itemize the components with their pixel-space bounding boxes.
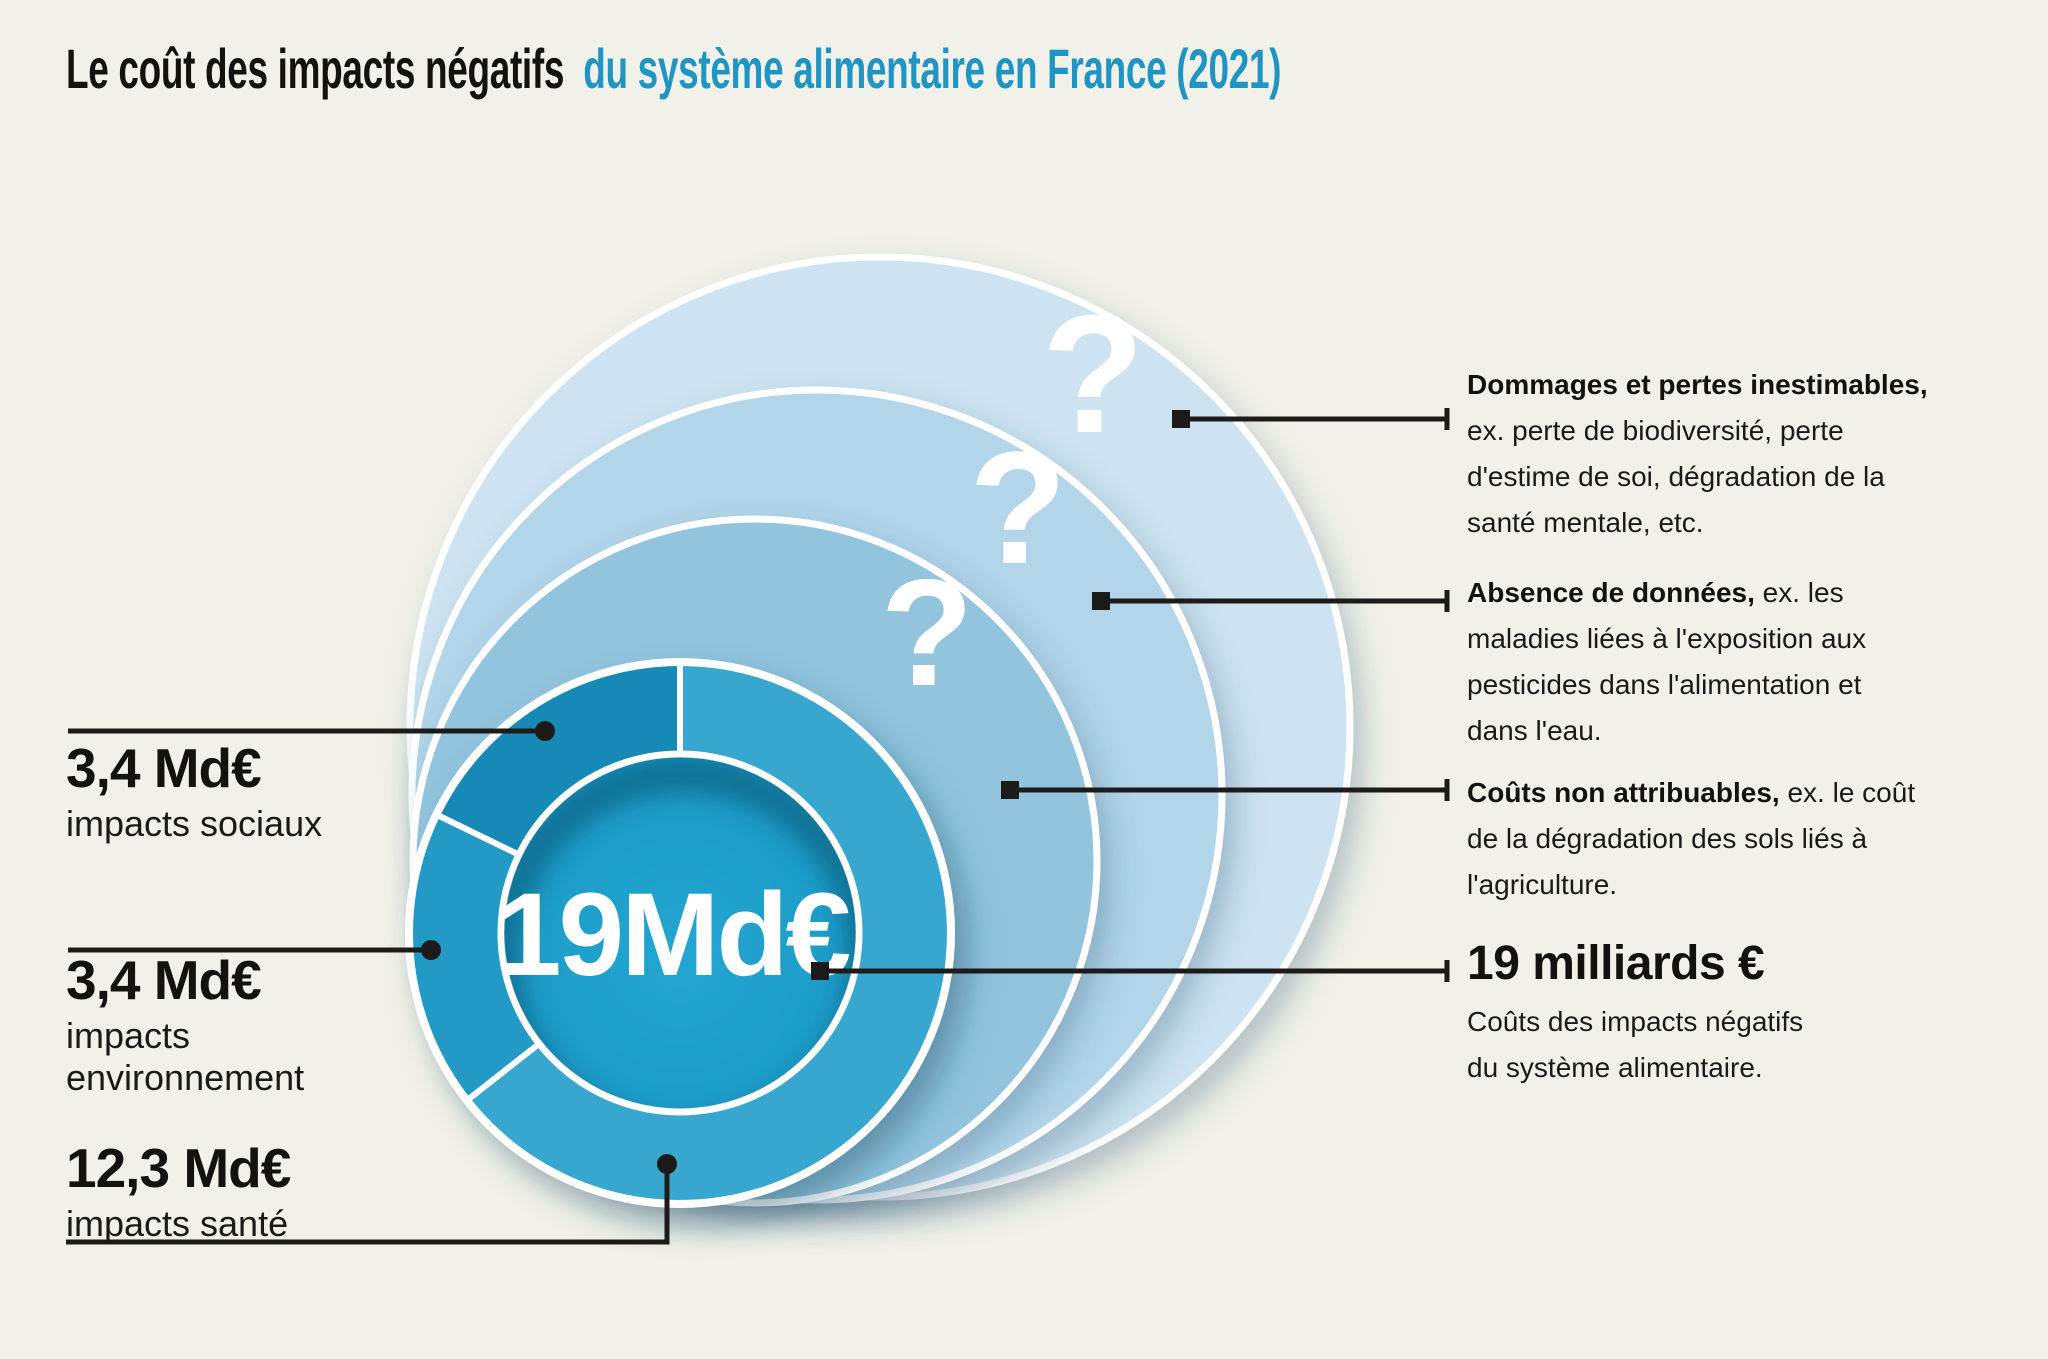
donut-center-inset-shadow (504, 757, 856, 1109)
annotation-inestimables-text: ex. perte de biodiversité, perte d'estim… (1467, 415, 1885, 538)
annotation-non-attribuables-lead: Coûts non attribuables, (1467, 777, 1780, 808)
connectors (66, 408, 1450, 1245)
annotation-absence-donnees: Absence de données, ex. les maladies lié… (1467, 570, 1967, 754)
dot-impacts-environnement (421, 940, 441, 960)
connector-impacts-sante (66, 1154, 677, 1245)
square-absence-donnees (1092, 592, 1110, 610)
connector-total (811, 960, 1450, 982)
label-impacts-sante: 12,3 Md€ impacts santé (66, 1137, 291, 1245)
connector-inestimables (1172, 408, 1450, 430)
connector-impacts-sociaux (68, 721, 555, 741)
question-mark-icon-middle: ? (969, 418, 1067, 597)
annotation-total: 19 milliards € Coûts des impacts négatif… (1467, 937, 1967, 1091)
connector-absence-donnees (1092, 590, 1450, 612)
label-impacts-environnement: 3,4 Md€ impacts environnement (66, 949, 305, 1099)
question-mark-icon-inner: ? (881, 548, 974, 718)
annotation-inestimables-lead: Dommages et pertes inestimables, (1467, 369, 1928, 400)
annotation-inestimables: Dommages et pertes inestimables, ex. per… (1467, 362, 1967, 546)
annotation-absence-donnees-text: ex. les maladies liées à l'exposition au… (1467, 577, 1867, 746)
title-black-part: Le coût des impacts négatifs (66, 37, 565, 100)
page-title: Le coût des impacts négatifs du système … (66, 36, 1281, 101)
donut-chart: 19Md€ (405, 658, 955, 1208)
connector-impacts-environnement (68, 940, 441, 960)
label-impacts-sociaux: 3,4 Md€ impacts sociaux (66, 737, 323, 845)
dot-impacts-sociaux (535, 721, 555, 741)
total-description: Coûts des impacts négatifs du système al… (1467, 1005, 1804, 1083)
donut-total-label: 19Md€ (496, 869, 850, 1001)
square-inestimables (1172, 410, 1190, 428)
donut-center-disc (497, 750, 863, 1116)
title-blue-part: du système alimentaire en France (2021) (583, 37, 1282, 100)
caption-impacts-sociaux: impacts sociaux (66, 803, 323, 845)
annotation-absence-donnees-lead: Absence de données, (1467, 577, 1755, 608)
value-impacts-sociaux: 3,4 Md€ (66, 737, 262, 799)
value-impacts-sante: 12,3 Md€ (66, 1137, 291, 1199)
value-impacts-environnement: 3,4 Md€ (66, 949, 262, 1011)
square-non-attribuables (1001, 781, 1019, 799)
question-mark-icon-outer: ? (1042, 280, 1145, 468)
caption-impacts-environnement: impacts environnement (66, 1015, 305, 1098)
connector-non-attribuables (1001, 779, 1450, 801)
annotation-non-attribuables-text: ex. le coût de la dégradation des sols l… (1467, 777, 1916, 900)
annotation-non-attribuables: Coûts non attribuables, ex. le coût de l… (1467, 770, 1967, 908)
caption-impacts-sante: impacts santé (66, 1203, 289, 1245)
total-value-label: 19 milliards € (1467, 937, 1765, 990)
dot-impacts-sante (657, 1154, 677, 1174)
square-total (811, 962, 829, 980)
